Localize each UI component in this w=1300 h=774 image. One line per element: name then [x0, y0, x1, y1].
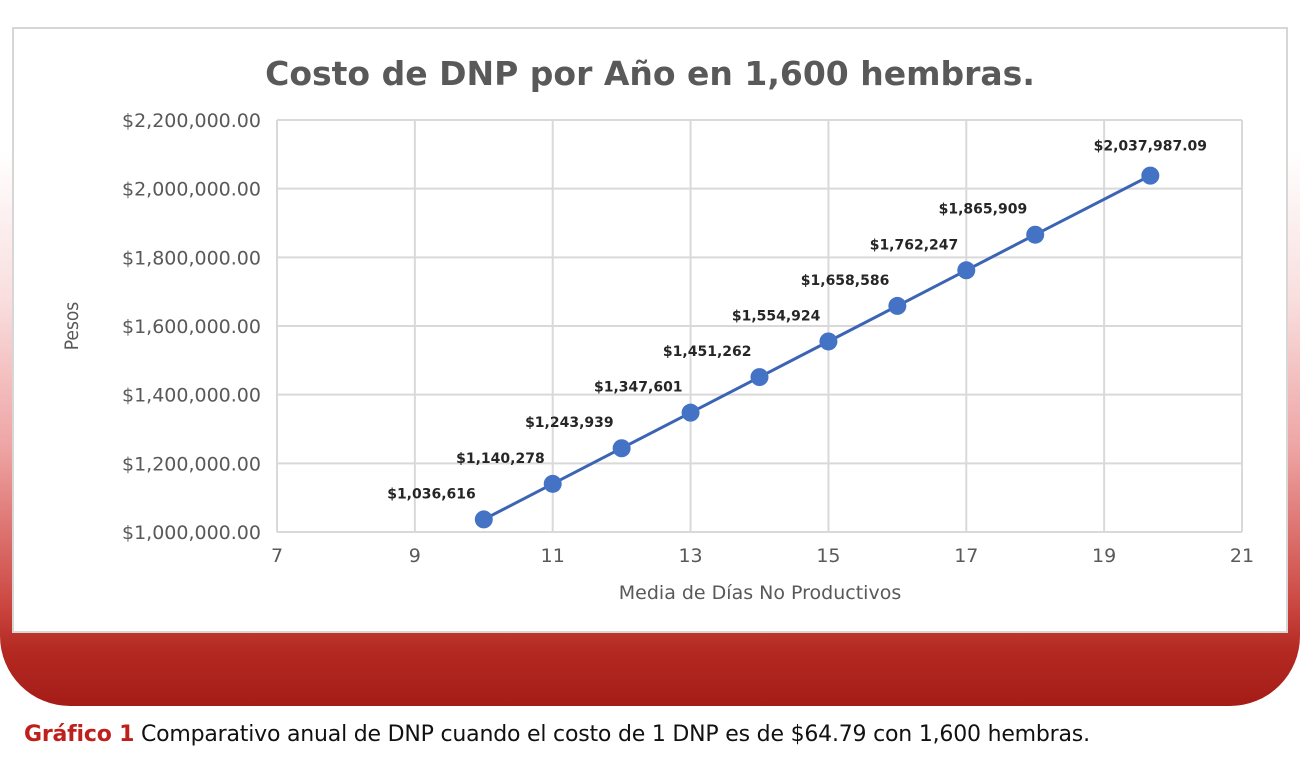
data-point: [819, 332, 838, 351]
x-tick-label: 21: [1230, 545, 1254, 567]
data-point: [681, 403, 700, 422]
caption-label: Gráfico 1: [24, 722, 135, 747]
x-tick-label: 15: [816, 545, 840, 567]
x-tick-label: 11: [541, 545, 565, 567]
data-label: $1,658,586: [801, 273, 890, 289]
data-label: $1,347,601: [594, 380, 683, 396]
series-line: [483, 174, 1151, 521]
y-tick-label: $1,400,000.00: [122, 385, 261, 407]
data-label: $1,865,909: [939, 202, 1028, 218]
x-tick-label: 7: [271, 545, 283, 567]
y-tick-label: $1,600,000.00: [122, 316, 261, 338]
x-tick-label: 17: [954, 545, 978, 567]
data-label: $1,036,616: [387, 486, 476, 502]
data-label: $1,762,247: [870, 237, 959, 253]
data-point: [543, 474, 562, 493]
data-point: [612, 439, 631, 458]
chart-frame: Costo de DNP por Año en 1,600 hembras. $…: [12, 27, 1288, 633]
y-tick-label: $2,200,000.00: [122, 110, 261, 132]
caption-text: Comparativo anual de DNP cuando el costo…: [140, 722, 1090, 747]
x-tick-label: 19: [1092, 545, 1116, 567]
data-point: [750, 368, 769, 387]
data-label: $1,140,278: [456, 451, 545, 467]
data-point: [1141, 166, 1160, 185]
data-point: [888, 296, 907, 315]
chart-title: Costo de DNP por Año en 1,600 hembras.: [265, 54, 1035, 93]
chart-svg: Costo de DNP por Año en 1,600 hembras. $…: [61, 54, 1254, 604]
figure-caption: Gráfico 1 Comparativo anual de DNP cuand…: [24, 722, 1284, 747]
x-tick-label: 9: [409, 545, 421, 567]
data-point: [474, 510, 493, 529]
data-label: $1,451,262: [663, 344, 752, 360]
y-tick-label: $1,200,000.00: [122, 453, 261, 475]
y-tick-label: $1,000,000.00: [122, 522, 261, 544]
y-tick-label: $2,000,000.00: [122, 179, 261, 201]
data-point: [1026, 225, 1045, 244]
data-label: $2,037,987.09: [1094, 139, 1207, 155]
x-axis-label: Media de Días No Productivos: [619, 582, 901, 604]
data-label: $1,243,939: [525, 415, 614, 431]
data-point: [957, 261, 976, 280]
y-axis-label: Pesos: [61, 302, 83, 351]
data-label: $1,554,924: [732, 308, 821, 324]
grid-layer: [276, 119, 1243, 533]
y-tick-label: $1,800,000.00: [122, 247, 261, 269]
x-tick-label: 13: [678, 545, 702, 567]
series-layer: $1,036,616 $1,140,278 $1,243,939 $1,347,601…: [387, 139, 1207, 529]
tick-layer: $1,000,000.00 $1,200,000.00 $1,400,000.00 $…: [122, 110, 1254, 567]
